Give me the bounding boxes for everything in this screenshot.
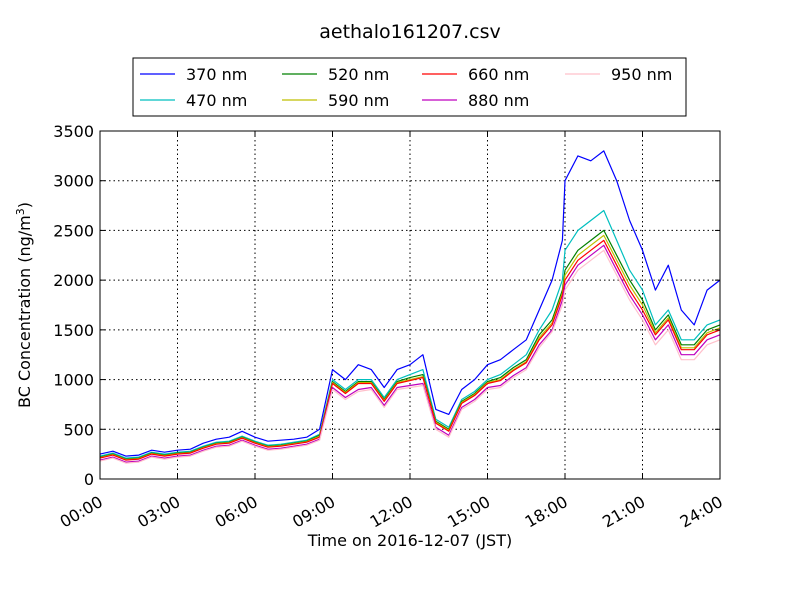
- legend-label: 950 nm: [611, 65, 672, 84]
- axis-ticks: 00:00 03:00 06:00 09:00 12:00 15:00 18:00 21:00…: [53, 122, 726, 532]
- y-tick-label: 2500: [53, 221, 94, 240]
- series-line-950-nm: [99, 249, 721, 464]
- series-line-370-nm: [99, 150, 721, 457]
- plot-frame: [99, 130, 721, 480]
- y-tick-label: 3500: [53, 122, 94, 141]
- y-axis-label-sup: 3: [14, 208, 27, 215]
- y-tick-label: 2000: [53, 271, 94, 290]
- x-tick-label: 12:00: [367, 492, 416, 532]
- x-tick-label: 00:00: [57, 492, 106, 532]
- x-tick-label: 24:00: [677, 492, 726, 532]
- legend-label: 590 nm: [328, 91, 389, 110]
- legend-item: 880 nm: [422, 91, 529, 110]
- series-line-660-nm: [99, 239, 721, 461]
- x-tick-label: 15:00: [444, 492, 493, 532]
- series-line-470-nm: [99, 209, 721, 459]
- y-tick-label: 1000: [53, 371, 94, 390]
- chart-title: aethalo161207.csv: [319, 21, 501, 43]
- legend-label: 880 nm: [468, 91, 529, 110]
- legend-label: 660 nm: [468, 65, 529, 84]
- y-tick-label: 500: [63, 420, 94, 439]
- x-tick-label: 18:00: [522, 492, 571, 532]
- y-tick-label: 0: [84, 470, 94, 489]
- legend-label: 370 nm: [186, 65, 247, 84]
- x-tick-label: 09:00: [289, 492, 338, 532]
- legend: 370 nm 470 nm 520 nm 590 nm 660 nm 880 nm 950 …: [132, 57, 687, 117]
- x-tick-label: 03:00: [134, 492, 183, 532]
- legend-label: 470 nm: [186, 91, 247, 110]
- legend-item: 370 nm: [140, 65, 247, 84]
- legend-item: 470 nm: [140, 91, 247, 110]
- y-axis-label-end: ): [15, 202, 34, 208]
- y-tick-label: 1500: [53, 321, 94, 340]
- series-line-880-nm: [99, 244, 721, 463]
- series-lines: [99, 150, 721, 464]
- legend-item: 660 nm: [422, 65, 529, 84]
- legend-item: 590 nm: [282, 91, 389, 110]
- x-tick-label: 06:00: [212, 492, 261, 532]
- grid: [100, 131, 720, 479]
- x-tick-label: 21:00: [599, 492, 648, 532]
- y-axis-label: BC Concentration (ng/m3): [14, 202, 34, 408]
- x-axis-label: Time on 2016-12-07 (JST): [307, 531, 512, 550]
- legend-item: 950 nm: [565, 65, 672, 84]
- legend-item: 520 nm: [282, 65, 389, 84]
- legend-box: [132, 57, 687, 117]
- y-tick-label: 3000: [53, 172, 94, 191]
- legend-label: 520 nm: [328, 65, 389, 84]
- y-axis-label-main: BC Concentration (ng/m: [15, 215, 34, 408]
